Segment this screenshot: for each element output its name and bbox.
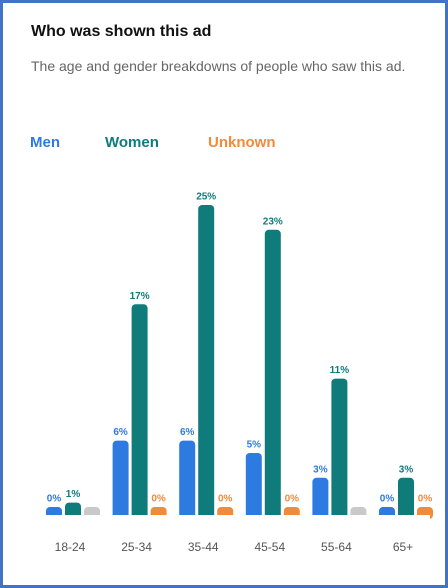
bar	[398, 477, 414, 519]
bar	[112, 440, 129, 519]
data-label: 3%	[399, 464, 414, 475]
data-label: 6%	[113, 427, 128, 438]
legend-entry: Men	[30, 134, 60, 151]
data-label: 11%	[330, 365, 350, 376]
bar	[65, 502, 81, 519]
data-label: 0%	[151, 494, 166, 505]
bar	[179, 440, 196, 519]
x-tick-label: 25-34	[121, 540, 152, 554]
bar	[331, 378, 348, 519]
data-label: 6%	[180, 427, 195, 438]
data-label: 0%	[418, 494, 433, 505]
chart-subtitle: The age and gender breakdowns of people …	[31, 58, 406, 74]
data-label: 3%	[313, 464, 328, 475]
bar	[245, 453, 262, 519]
bar	[312, 477, 329, 519]
data-label: 0%	[285, 494, 300, 505]
data-label: 25%	[196, 192, 216, 203]
bar	[264, 229, 281, 520]
baseline-mask	[30, 515, 430, 521]
bar	[131, 304, 148, 519]
x-tick-label: 18-24	[55, 540, 86, 554]
x-tick-label: 35-44	[188, 540, 219, 554]
data-label: 23%	[263, 216, 283, 227]
chart-title: Who was shown this ad	[31, 23, 212, 40]
data-label: 0%	[47, 494, 62, 505]
bar	[198, 205, 215, 519]
data-label: 0%	[380, 494, 395, 505]
data-label: 5%	[247, 440, 262, 451]
legend-entry: Women	[105, 134, 159, 151]
x-tick-label: 45-54	[254, 540, 285, 554]
x-tick-label: 65+	[393, 540, 413, 554]
x-tick-label: 55-64	[321, 540, 352, 554]
data-label: 17%	[130, 291, 150, 302]
data-label: 0%	[218, 494, 233, 505]
legend-entry: Unknown	[208, 134, 276, 151]
data-label: 1%	[66, 489, 81, 500]
